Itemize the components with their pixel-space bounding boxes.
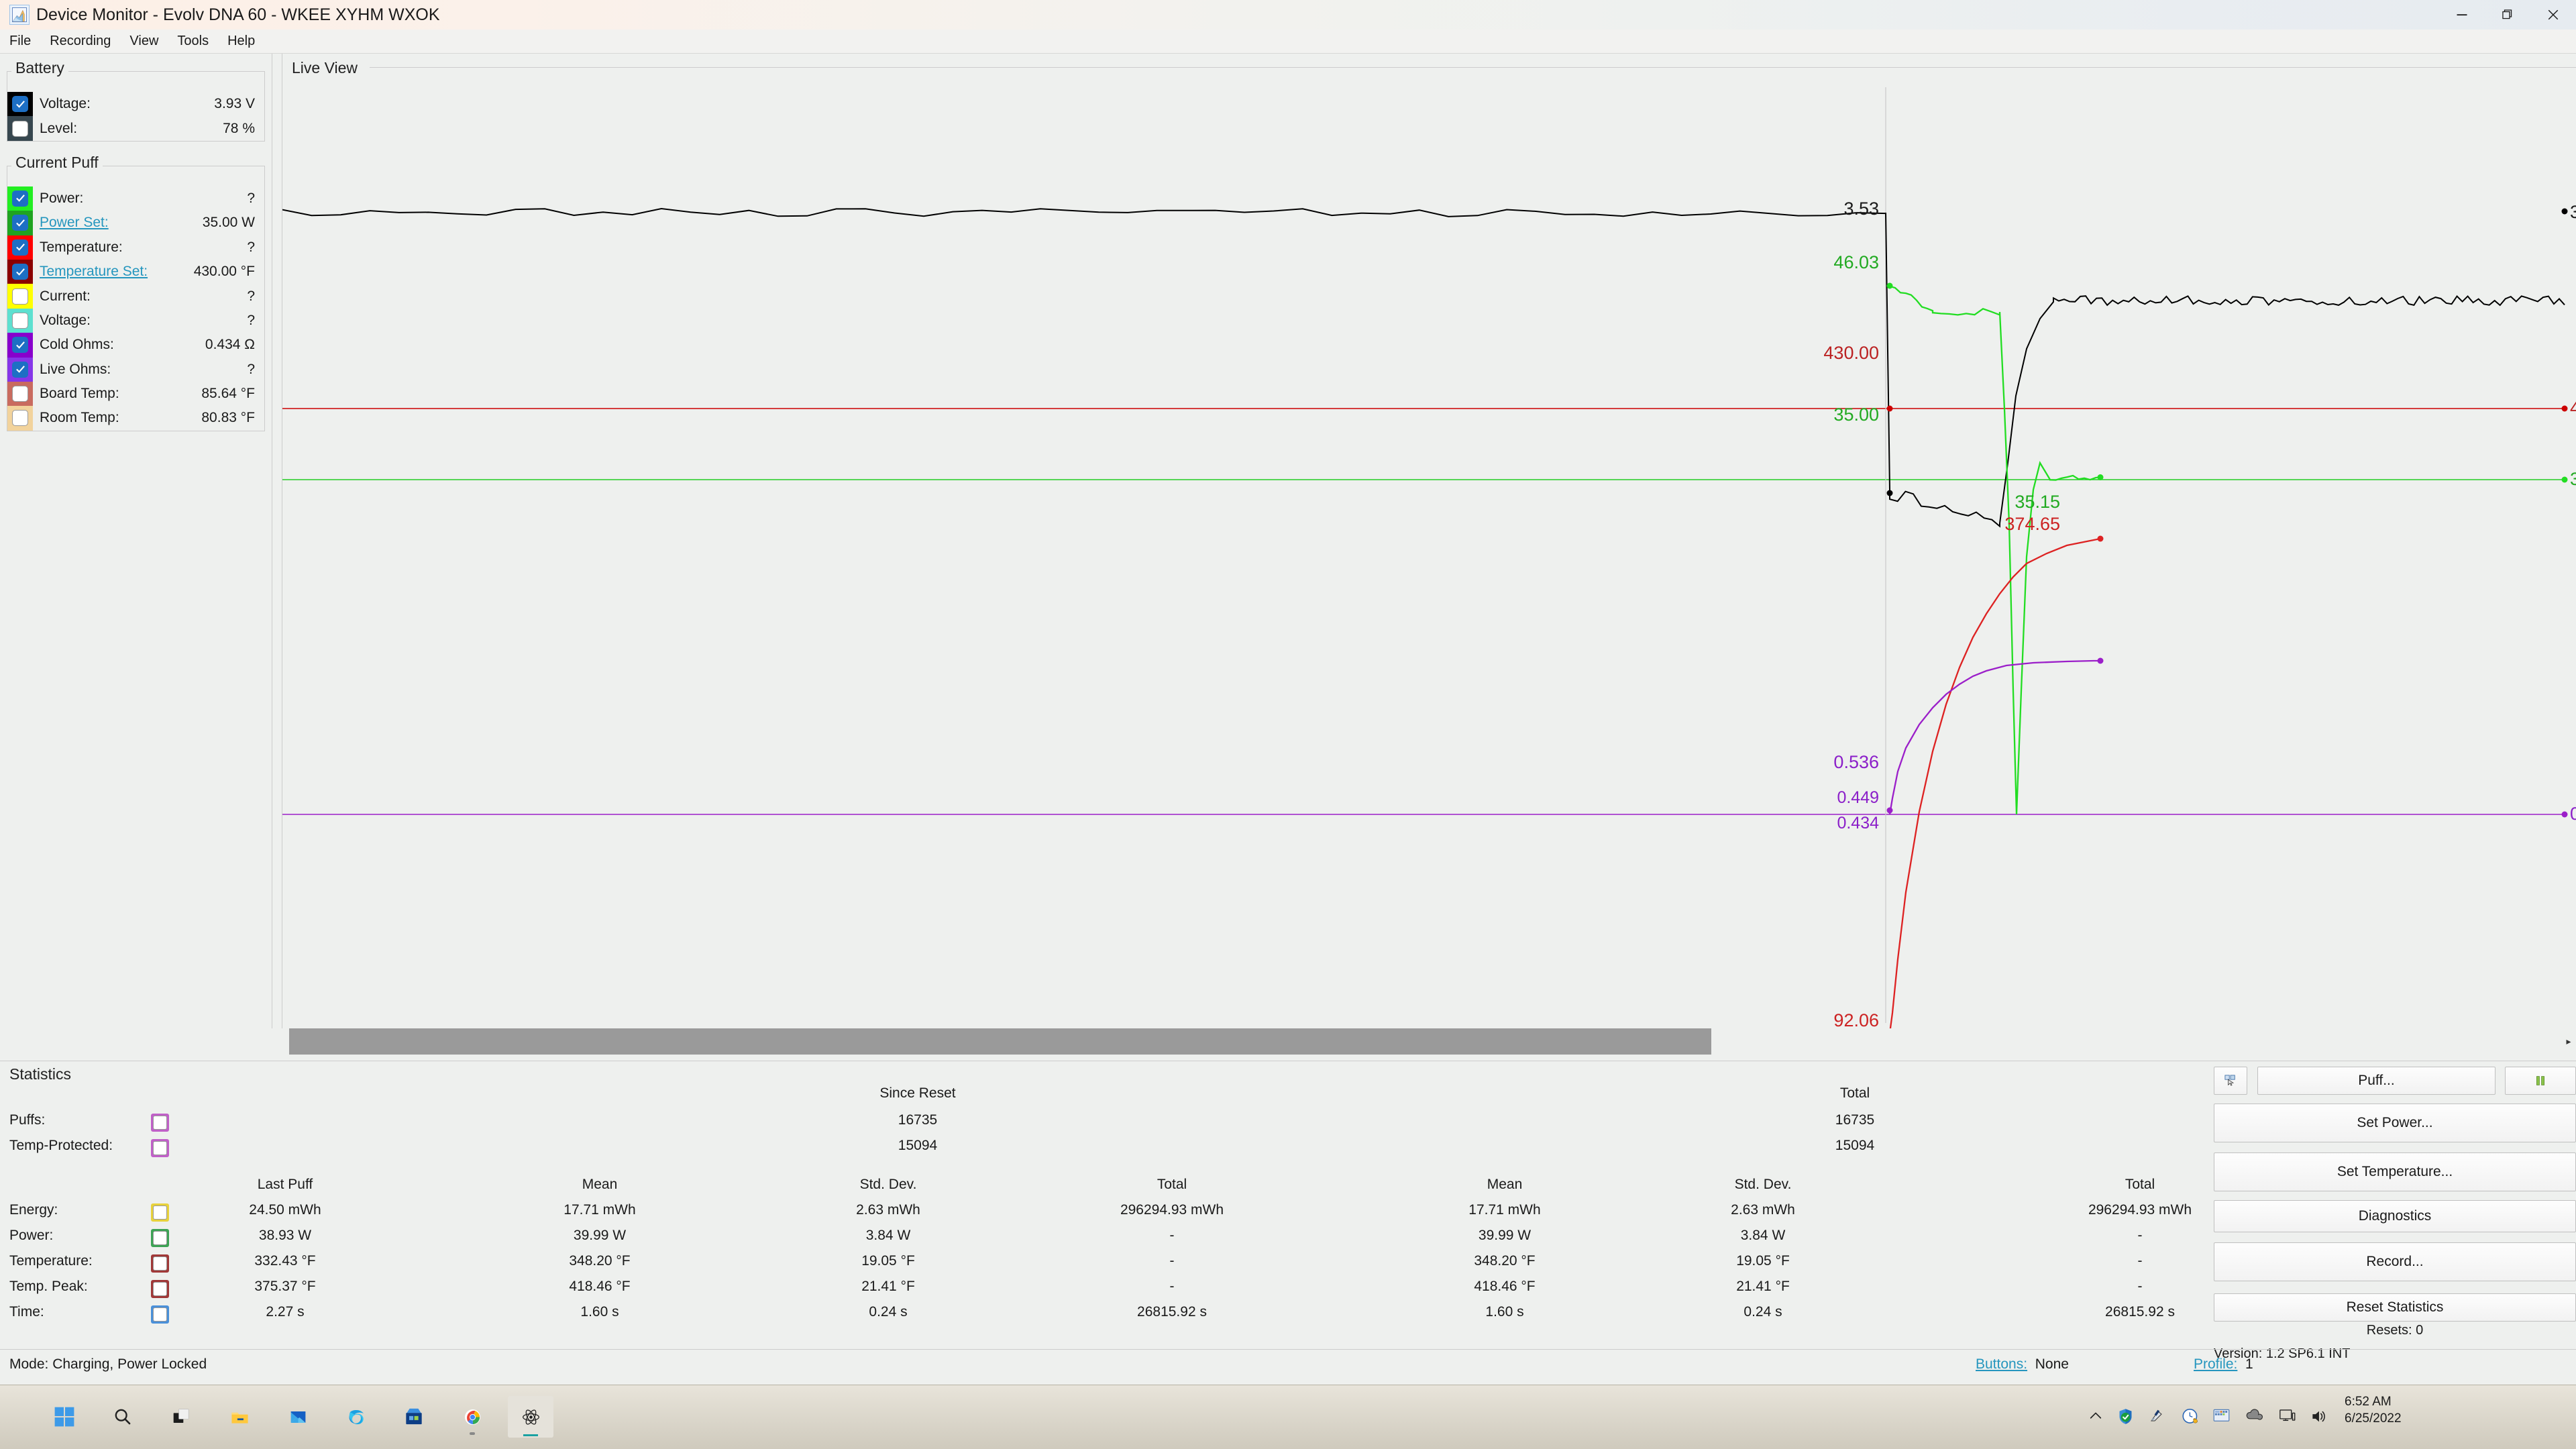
svg-text:0.434: 0.434	[1837, 814, 1879, 833]
svg-text:430.00: 430.00	[1823, 343, 1879, 363]
svg-text:92.06: 92.06	[1833, 1010, 1879, 1030]
svg-text:3.53: 3.53	[1843, 199, 1879, 219]
svg-text:374.65: 374.65	[2004, 514, 2060, 534]
svg-text:35.15: 35.15	[2015, 492, 2060, 512]
svg-text:430.00: 430.00	[2570, 398, 2576, 418]
svg-text:0.434: 0.434	[2570, 804, 2576, 824]
svg-text:0.449: 0.449	[1837, 788, 1879, 807]
svg-text:3.93: 3.93	[2570, 202, 2576, 222]
svg-text:46.03: 46.03	[1833, 252, 1879, 272]
svg-text:35.00: 35.00	[1833, 405, 1879, 425]
svg-text:35.00: 35.00	[2570, 469, 2576, 489]
svg-text:0.536: 0.536	[1833, 752, 1879, 772]
